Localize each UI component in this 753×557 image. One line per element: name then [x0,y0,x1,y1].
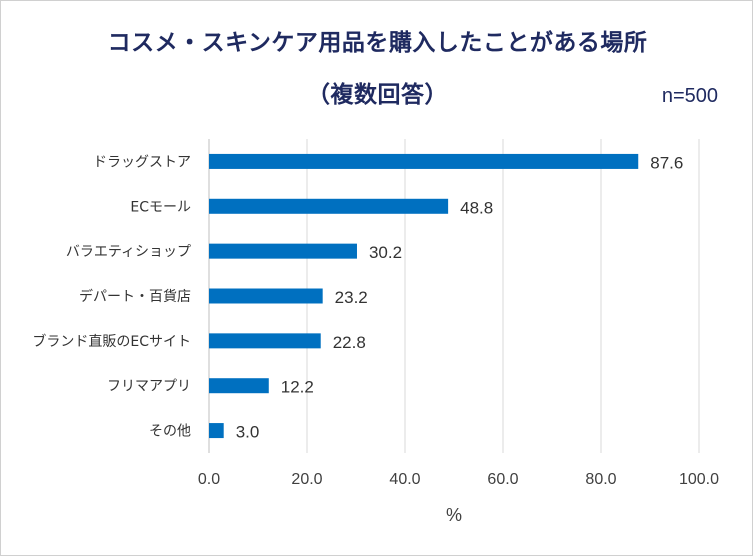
data-label: 22.8 [333,333,366,352]
chart-subtitle: （複数回答） [307,82,448,108]
category-label: ブランド直販のECサイト [32,333,191,350]
category-label: ドラッグストア [93,154,191,170]
category-label: その他 [149,424,191,440]
x-tick-label: 20.0 [291,471,322,488]
bar [209,243,357,259]
data-label: 48.8 [460,198,493,217]
bar [209,153,639,169]
category-label: ECモール [130,199,191,215]
x-axis-label: % [446,505,462,525]
chart-title: コスメ・スキンケア用品を購入したことがある場所 [107,30,648,56]
bar [209,198,449,214]
x-tick-label: 60.0 [487,471,518,488]
x-tick-label: 0.0 [198,471,220,488]
category-label: フリマアプリ [107,379,191,395]
bar [209,423,224,439]
data-label: 87.6 [650,153,683,172]
x-tick-label: 100.0 [679,471,719,488]
x-tick-label: 40.0 [389,471,420,488]
category-label: デパート・百貨店 [79,288,191,305]
category-label: バラエティショップ [66,244,191,260]
data-label: 12.2 [281,378,314,397]
sample-size-label: n=500 [661,85,718,107]
x-tick-label: 80.0 [585,471,616,488]
bar [209,288,323,304]
bar [209,378,269,394]
data-label: 23.2 [335,288,368,307]
data-label: 3.0 [236,423,260,442]
bar [209,333,321,349]
data-label: 30.2 [369,243,402,262]
